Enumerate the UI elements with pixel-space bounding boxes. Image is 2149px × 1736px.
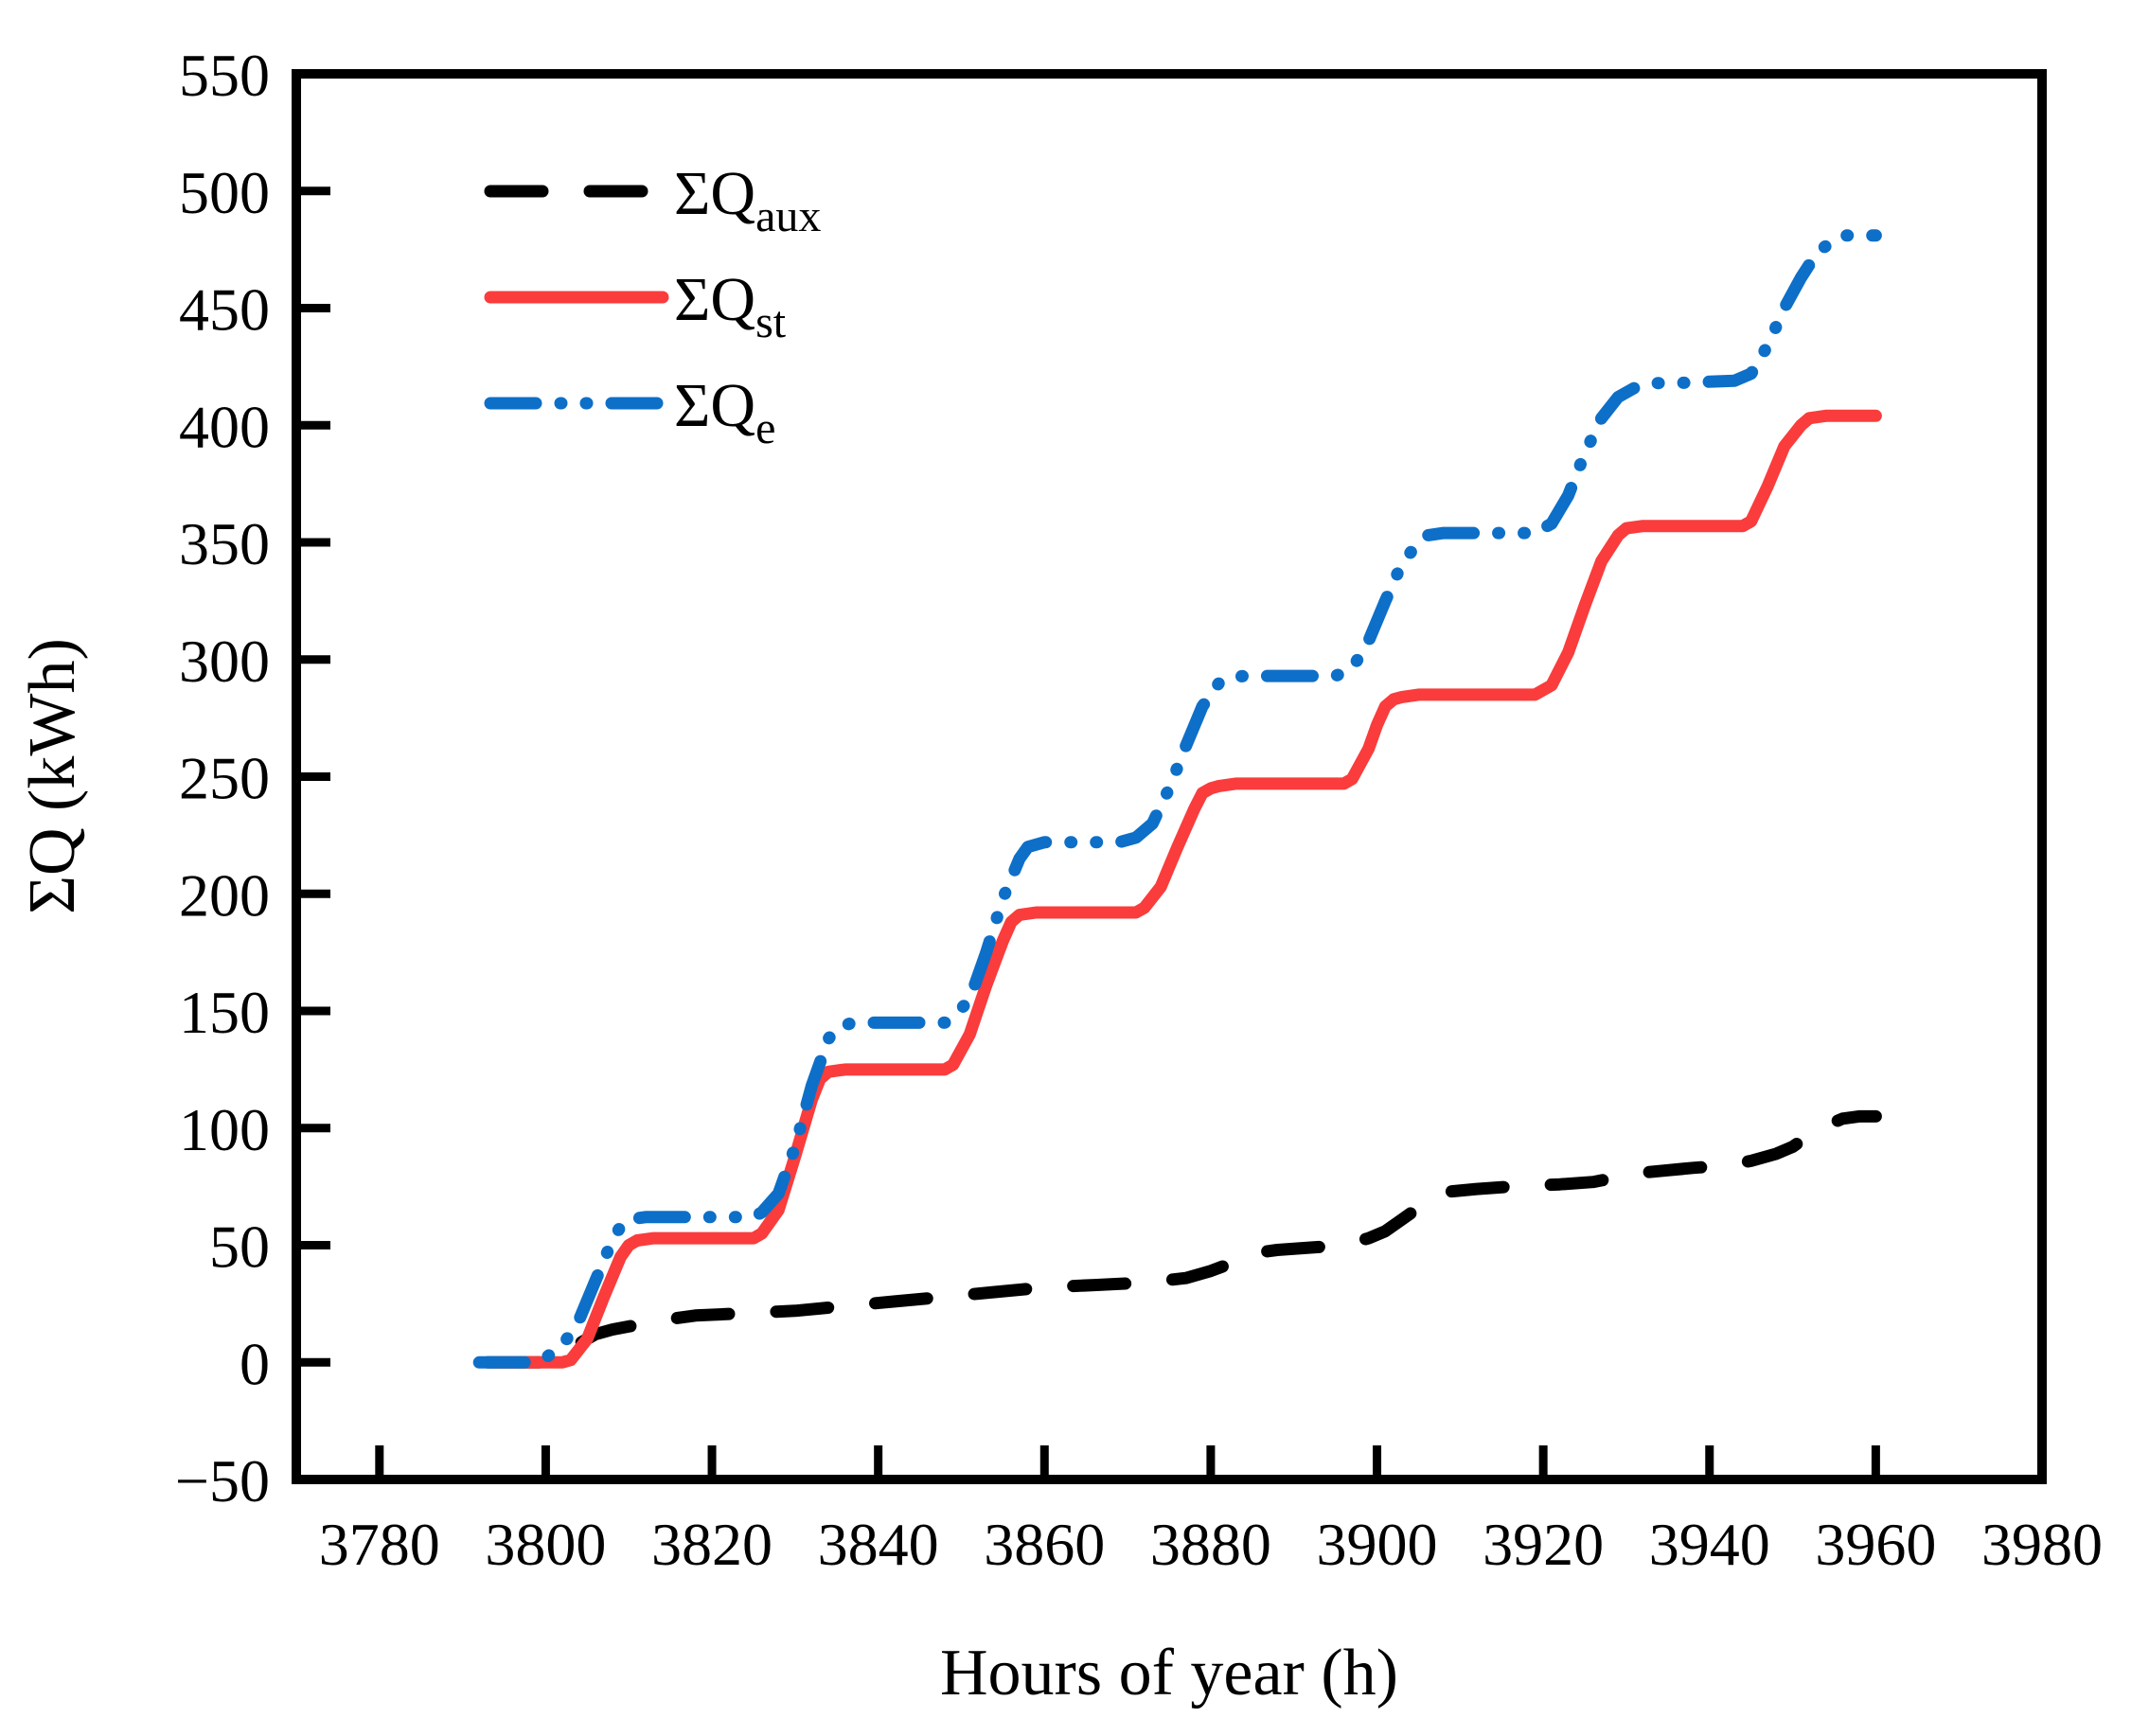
- plot-frame-rect: [292, 69, 2047, 1484]
- y-tick-label: 550: [179, 42, 270, 109]
- y-tick-label: −50: [175, 1447, 270, 1515]
- series-line-aux: [481, 1109, 1882, 1369]
- x-tick-label: 3920: [1483, 1511, 1604, 1578]
- y-tick-label: 400: [179, 393, 270, 460]
- y-tick-label: 100: [179, 1096, 270, 1163]
- legend-item-aux: ΣQaux: [484, 159, 821, 241]
- y-tick-label: 300: [179, 628, 270, 695]
- y-tick-label: 200: [179, 861, 270, 929]
- legend-item-e: ΣQe: [484, 371, 775, 453]
- legend-item-st: ΣQst: [484, 265, 787, 347]
- y-tick-label: 0: [240, 1330, 270, 1397]
- x-tick-label: 3800: [485, 1511, 606, 1578]
- y-tick-label: 250: [179, 745, 270, 812]
- x-tick-label: 3820: [651, 1511, 773, 1578]
- legend-label-aux: ΣQaux: [674, 159, 821, 241]
- series-line-st: [489, 409, 1882, 1369]
- series-lines: [472, 229, 1882, 1369]
- y-tick-label: 150: [179, 979, 270, 1046]
- axis-ticks: [296, 186, 1880, 1479]
- y-tick-label: 50: [209, 1213, 270, 1281]
- series-line-e: [472, 229, 1882, 1369]
- x-tick-label: 3860: [984, 1511, 1105, 1578]
- x-tick-label: 3840: [818, 1511, 939, 1578]
- legend: ΣQaux ΣQst ΣQe: [484, 159, 821, 453]
- x-tick-label: 3960: [1815, 1511, 1936, 1578]
- plot-frame: [292, 69, 2047, 1484]
- legend-label-st: ΣQst: [674, 265, 787, 347]
- x-tick-label: 3900: [1317, 1511, 1438, 1578]
- axis-tick-labels: 3780 3800 3820 3840 3860 3880 3900 3920 3940 3960…: [175, 42, 2103, 1578]
- legend-label-e: ΣQe: [674, 371, 775, 453]
- y-tick-label: 350: [179, 510, 270, 577]
- y-axis-title: ΣQ (kWh): [16, 638, 89, 913]
- x-tick-label: 3780: [319, 1511, 440, 1578]
- x-tick-label: 3880: [1150, 1511, 1271, 1578]
- y-tick-label: 500: [179, 159, 270, 226]
- x-axis-title: Hours of year (h): [940, 1637, 1398, 1709]
- x-tick-label: 3940: [1649, 1511, 1770, 1578]
- y-tick-label: 450: [179, 276, 270, 344]
- x-tick-label: 3980: [1981, 1511, 2103, 1578]
